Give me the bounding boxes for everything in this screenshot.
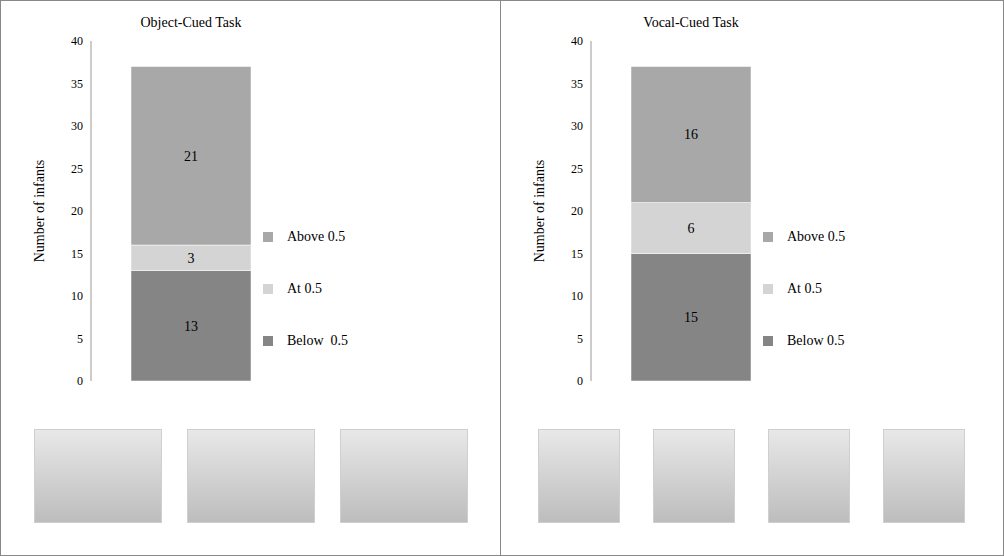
svg-text:15: 15 bbox=[684, 310, 698, 325]
svg-text:30: 30 bbox=[71, 119, 83, 133]
svg-text:5: 5 bbox=[577, 332, 583, 346]
svg-text:10: 10 bbox=[71, 289, 83, 303]
svg-text:13: 13 bbox=[184, 319, 198, 334]
html-text:Vocal-Cued Task: Vocal-Cued Task bbox=[643, 15, 739, 30]
svg-text:35: 35 bbox=[571, 77, 583, 91]
svg-text:40: 40 bbox=[571, 34, 583, 48]
svg-text:25: 25 bbox=[571, 162, 583, 176]
svg-text:40: 40 bbox=[71, 34, 83, 48]
html-text:Below 0.5: Below 0.5 bbox=[787, 333, 845, 348]
svg-text:Number of infants: Number of infants bbox=[532, 160, 547, 263]
svg-text:15: 15 bbox=[71, 247, 83, 261]
svg-text:Number of infants: Number of infants bbox=[32, 160, 47, 263]
svg-text:0: 0 bbox=[77, 374, 83, 388]
html-text:At 0.5: At 0.5 bbox=[787, 281, 822, 296]
svg-text:10: 10 bbox=[571, 289, 583, 303]
svg-text:21: 21 bbox=[184, 149, 198, 164]
svg-text:20: 20 bbox=[571, 204, 583, 218]
html-text:Object-Cued Task: Object-Cued Task bbox=[140, 15, 242, 30]
svg-text:16: 16 bbox=[684, 127, 698, 142]
svg-text:30: 30 bbox=[571, 119, 583, 133]
svg-text:25: 25 bbox=[71, 162, 83, 176]
svg-text:0: 0 bbox=[577, 374, 583, 388]
html-text:Below 0.5: Below 0.5 bbox=[287, 333, 349, 348]
svg-text:20: 20 bbox=[71, 204, 83, 218]
svg-text:5: 5 bbox=[77, 332, 83, 346]
svg-text:35: 35 bbox=[71, 77, 83, 91]
svg-text:15: 15 bbox=[571, 247, 583, 261]
html-text:Above 0.5: Above 0.5 bbox=[787, 229, 846, 244]
svg-text:6: 6 bbox=[688, 221, 695, 236]
html-text:At 0.5: At 0.5 bbox=[287, 281, 322, 296]
svg-text:3: 3 bbox=[188, 251, 195, 266]
html-text:Above 0.5: Above 0.5 bbox=[287, 229, 346, 244]
